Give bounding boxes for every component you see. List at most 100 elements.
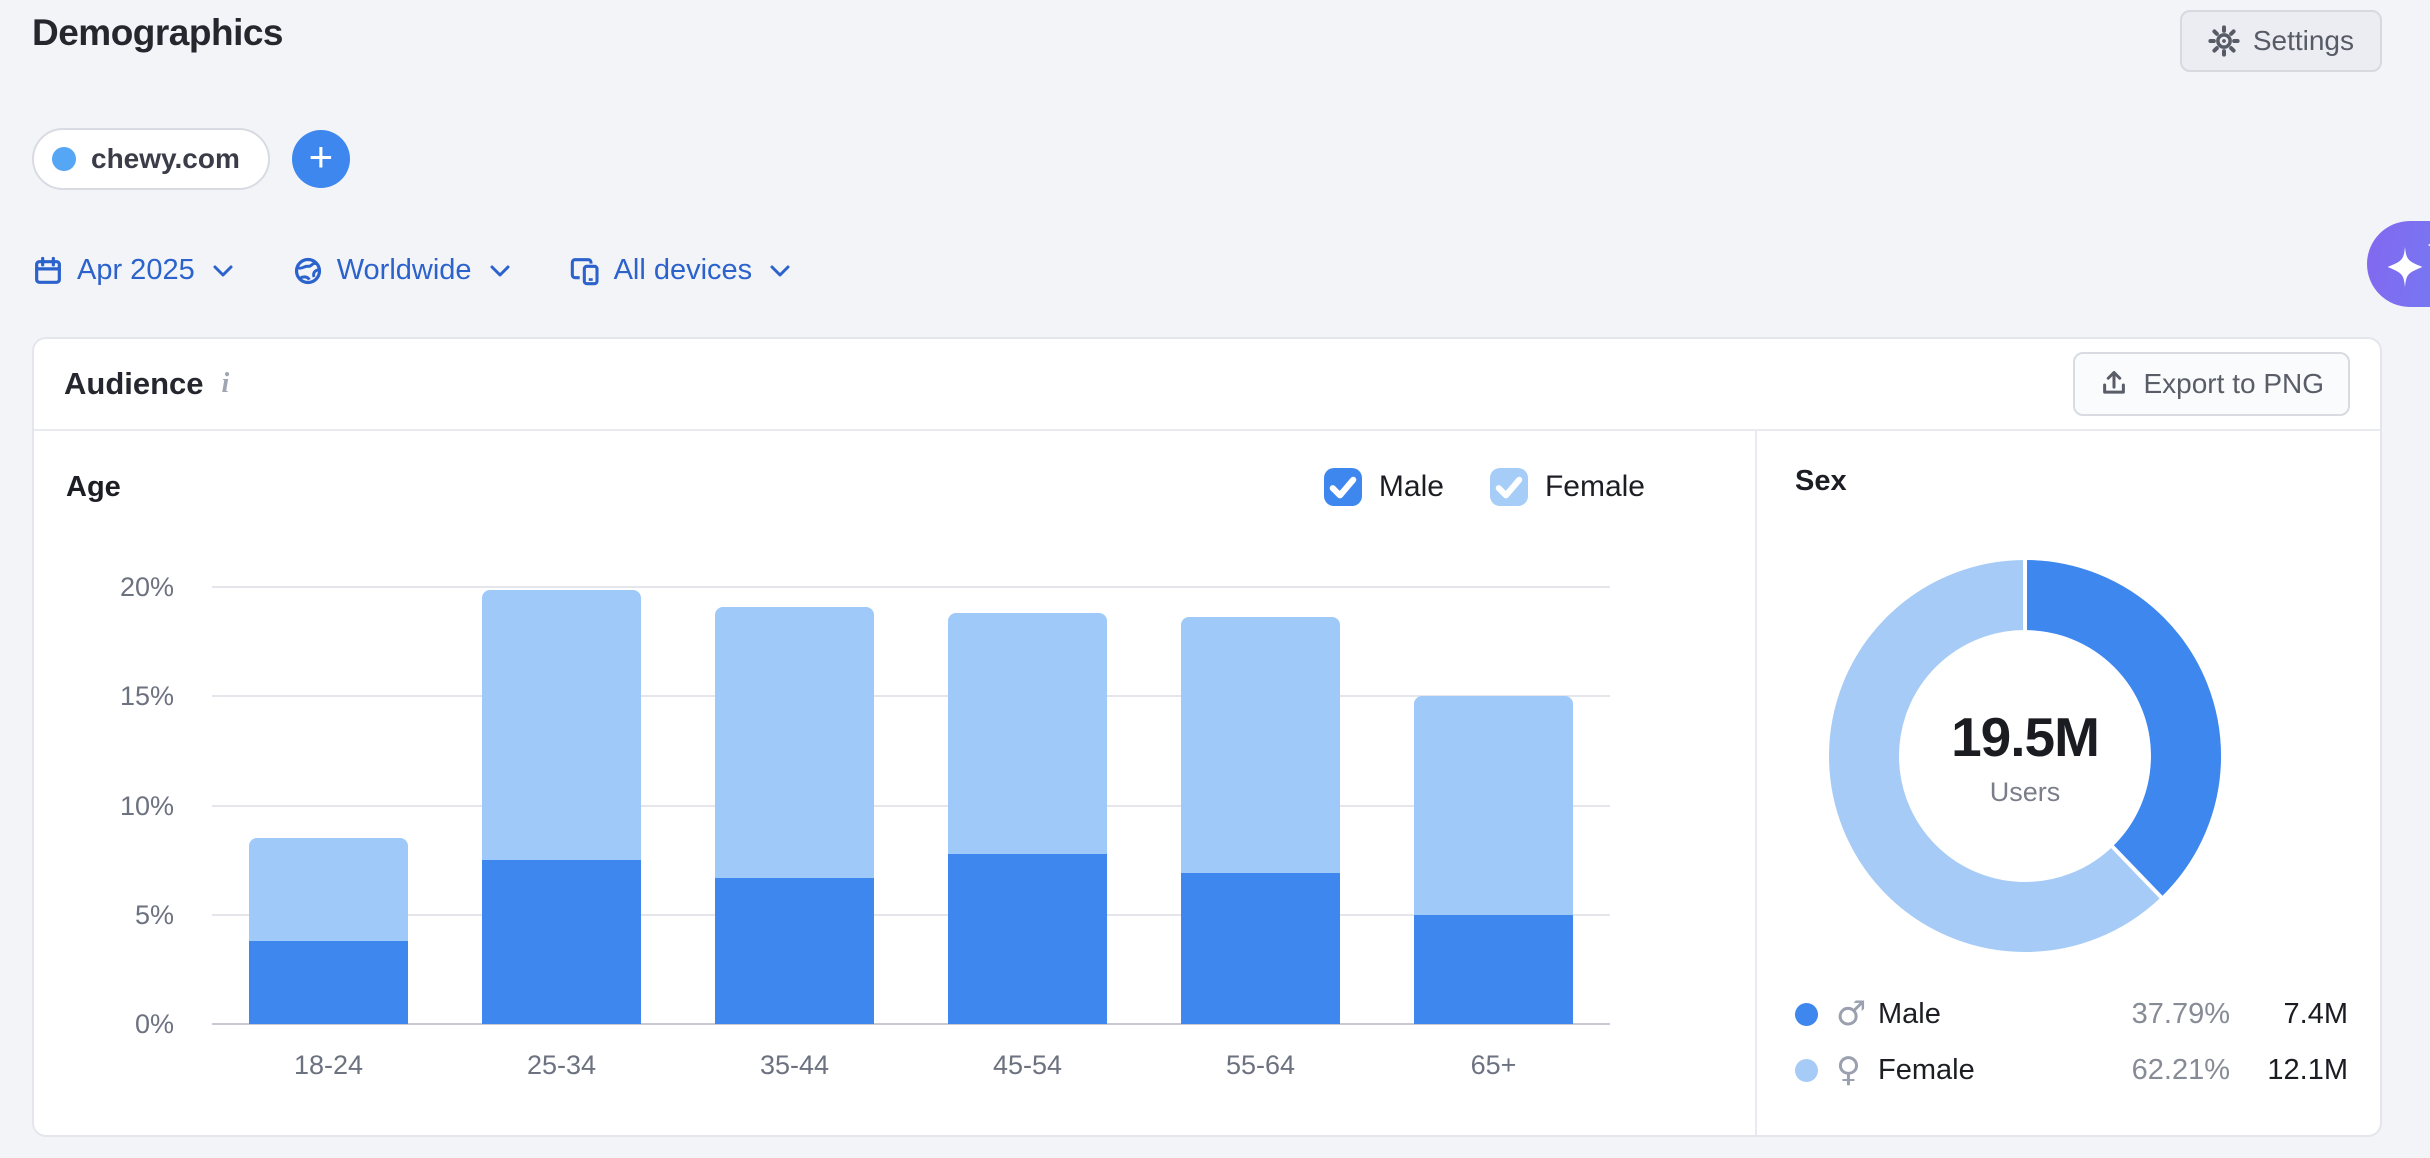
date-filter-label: Apr 2025 xyxy=(77,254,195,286)
gridline xyxy=(212,586,1610,588)
bar-segment-female[interactable] xyxy=(482,590,641,861)
age-bar-chart: 0% 5% 10% 15% 20% 18-24 25-34 35-44 45-54 55-64 6… xyxy=(66,572,1610,1081)
female-checkbox-item[interactable]: Female xyxy=(1489,468,1645,506)
devices-filter[interactable]: All devices xyxy=(569,254,792,287)
page-title: Demographics xyxy=(32,12,284,53)
check-icon xyxy=(1495,476,1523,499)
stacked-bar-45-54 xyxy=(948,613,1107,1024)
y-axis-label: 20% xyxy=(119,572,174,602)
age-title: Age xyxy=(66,470,121,503)
x-axis-label: 45-54 xyxy=(992,1050,1063,1080)
x-axis-label: 55-64 xyxy=(1225,1050,1296,1080)
sparkles-icon xyxy=(2383,245,2427,289)
location-filter[interactable]: Worldwide xyxy=(292,254,511,287)
y-axis-label: 0% xyxy=(134,1009,174,1039)
sex-section: Sex 19.5M Users ♂ Male 37.79% 7.4M xyxy=(1755,431,2380,1135)
bar-column xyxy=(911,587,1144,1024)
age-legend-checkboxes: Male Female xyxy=(1323,468,1645,506)
male-users-value: 7.4M xyxy=(2283,997,2348,1030)
y-axis-label: 15% xyxy=(119,681,174,712)
y-axis-label: 5% xyxy=(134,899,174,930)
bar-columns xyxy=(212,587,1610,1024)
audience-title: Audience xyxy=(64,366,204,401)
chevron-down-icon xyxy=(489,264,511,278)
bar-segment-female[interactable] xyxy=(715,606,874,878)
gridline xyxy=(212,804,1610,807)
domain-dot-icon xyxy=(52,147,76,171)
ai-assistant-button[interactable] xyxy=(2367,221,2430,307)
y-axis-label: 10% xyxy=(119,790,174,821)
bar-segment-male[interactable] xyxy=(1414,914,1573,1024)
stacked-bar-65+ xyxy=(1414,696,1573,1024)
domain-chip-label: chewy.com xyxy=(91,143,240,174)
stacked-bar-18-24 xyxy=(249,838,408,1024)
audience-card: Audience i Export to PNG Age xyxy=(32,337,2382,1137)
filter-row: Apr 2025 Worldwide All devices xyxy=(0,254,2430,287)
devices-filter-label: All devices xyxy=(613,254,753,286)
add-domain-button[interactable]: + xyxy=(291,130,350,188)
bar-segment-male[interactable] xyxy=(948,853,1107,1024)
bar-segment-female[interactable] xyxy=(948,613,1107,854)
male-symbol-icon: ♂ xyxy=(1836,994,1867,1034)
bar-segment-male[interactable] xyxy=(249,940,408,1024)
chevron-down-icon xyxy=(769,264,791,278)
sex-donut-svg xyxy=(1829,560,2221,952)
stacked-bar-35-44 xyxy=(715,606,874,1024)
info-icon[interactable]: i xyxy=(221,368,230,399)
female-checkbox xyxy=(1489,468,1528,506)
stacked-bar-25-34 xyxy=(482,590,641,1024)
bar-column xyxy=(678,587,911,1024)
date-filter[interactable]: Apr 2025 xyxy=(32,254,234,287)
settings-button-label: Settings xyxy=(2252,25,2354,56)
device-stack-icon xyxy=(569,255,601,287)
export-png-button[interactable]: Export to PNG xyxy=(2073,352,2350,416)
female-symbol-icon: ♀ xyxy=(1836,1050,1861,1090)
plus-icon: + xyxy=(308,132,334,180)
settings-button[interactable]: Settings xyxy=(2179,10,2382,72)
male-legend-label: Male xyxy=(1878,997,1941,1030)
bar-segment-male[interactable] xyxy=(482,860,641,1024)
age-x-axis: 18-24 25-34 35-44 45-54 55-64 65+ xyxy=(212,1024,1610,1081)
bar-column xyxy=(1377,587,1610,1024)
sex-title: Sex xyxy=(1795,465,1847,497)
female-dot-icon xyxy=(1795,1058,1818,1082)
bar-column xyxy=(445,587,678,1024)
male-percent: 37.79% xyxy=(2131,997,2230,1030)
bar-column xyxy=(1144,587,1377,1024)
bar-segment-female[interactable] xyxy=(1181,616,1340,874)
check-icon xyxy=(1329,476,1357,499)
calendar-icon xyxy=(32,255,64,287)
female-legend-label: Female xyxy=(1878,1053,1975,1086)
male-checkbox xyxy=(1323,468,1362,506)
x-axis-label: 35-44 xyxy=(759,1050,830,1080)
bar-segment-male[interactable] xyxy=(715,877,874,1024)
female-percent: 62.21% xyxy=(2131,1053,2230,1086)
upload-icon xyxy=(2099,369,2129,399)
export-png-label: Export to PNG xyxy=(2143,368,2324,399)
gridline xyxy=(212,913,1610,916)
gear-icon xyxy=(2208,25,2240,57)
male-checkbox-item[interactable]: Male xyxy=(1323,468,1444,506)
x-axis-label: 25-34 xyxy=(526,1050,597,1080)
age-bar-plot xyxy=(212,586,1610,1025)
male-checkbox-label: Male xyxy=(1378,470,1444,503)
female-users-value: 12.1M xyxy=(2267,1053,2348,1086)
gridline xyxy=(212,695,1610,698)
bar-segment-female[interactable] xyxy=(1414,696,1573,915)
x-axis-label: 65+ xyxy=(1470,1050,1517,1080)
legend-row-female: ♀ Female 62.21% 12.1M xyxy=(1795,1048,2348,1092)
top-bar: Demographics Settings xyxy=(0,0,2430,72)
location-filter-label: Worldwide xyxy=(336,254,472,286)
bar-segment-female[interactable] xyxy=(249,838,408,941)
bar-segment-male[interactable] xyxy=(1181,873,1340,1024)
bar-column xyxy=(212,587,445,1024)
sparkle-small-icon xyxy=(2425,232,2430,258)
audience-card-body: Age Male Female xyxy=(34,431,2380,1135)
domain-chip[interactable]: chewy.com xyxy=(32,128,270,190)
age-header: Age Male Female xyxy=(66,465,1755,509)
chevron-down-icon xyxy=(212,264,234,278)
female-checkbox-label: Female xyxy=(1544,470,1645,503)
sex-legend: ♂ Male 37.79% 7.4M ♀ Female 62.21% 12.1M xyxy=(1795,992,2348,1092)
donut-slice-divider xyxy=(2108,843,2165,901)
age-section: Age Male Female xyxy=(34,431,1755,1135)
